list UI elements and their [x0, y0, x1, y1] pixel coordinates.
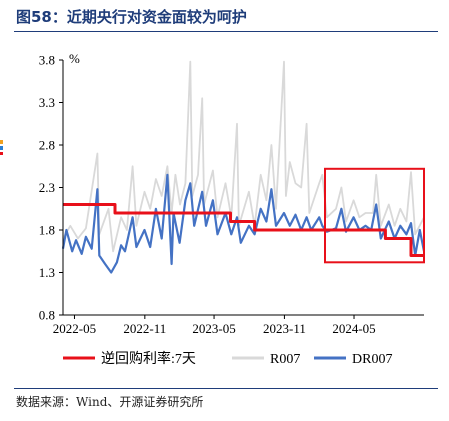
y-tick-label: 0.8	[39, 308, 55, 323]
y-tick-label: 3.8	[39, 53, 55, 68]
x-tick-label: 2022-11	[123, 321, 166, 336]
source-note: 数据来源：Wind、开源证券研究所	[16, 395, 204, 409]
y-unit-label: %	[69, 51, 80, 66]
highlight-box	[324, 167, 425, 264]
y-tick-label: 3.3	[39, 95, 55, 110]
x-tick-label: 2023-05	[192, 321, 235, 336]
legend-label: DR007	[352, 352, 392, 367]
edge-decoration	[0, 140, 3, 144]
chart-svg: 0.8 1.3 1.8 2.3 2.8 3.3 3.8 % 2022-05 2022-11 2023…	[39, 51, 426, 367]
y-tick-label: 2.3	[39, 180, 55, 195]
series-layer	[61, 60, 426, 274]
legend: 逆回购利率:7天 R007 DR007	[63, 350, 392, 367]
y-tick-label: 1.3	[39, 265, 55, 280]
x-tick-label: 2022-05	[53, 321, 96, 336]
x-tick-label: 2023-11	[263, 321, 306, 336]
series-line-DR007	[61, 173, 426, 274]
legend-label: R007	[270, 352, 300, 367]
series-line-R007	[62, 60, 425, 253]
edge-decoration	[0, 152, 3, 155]
title-bar: 图58：近期央行对资金面较为呵护	[0, 0, 449, 36]
x-tick-label: 2024-05	[332, 321, 375, 336]
legend-label: 逆回购利率:7天	[101, 350, 196, 367]
edge-decoration	[0, 146, 3, 150]
footer-rule	[14, 388, 438, 389]
y-tick-label: 2.8	[39, 138, 55, 153]
axes-layer: 0.8 1.3 1.8 2.3 2.8 3.3 3.8 % 2022-05 2022-11 2023…	[39, 51, 424, 336]
title-rule	[14, 31, 438, 32]
y-tick-label: 1.8	[39, 223, 55, 238]
series-line-逆回购利率:7天	[63, 203, 424, 257]
page-title: 图58：近期央行对资金面较为呵护	[16, 8, 247, 26]
